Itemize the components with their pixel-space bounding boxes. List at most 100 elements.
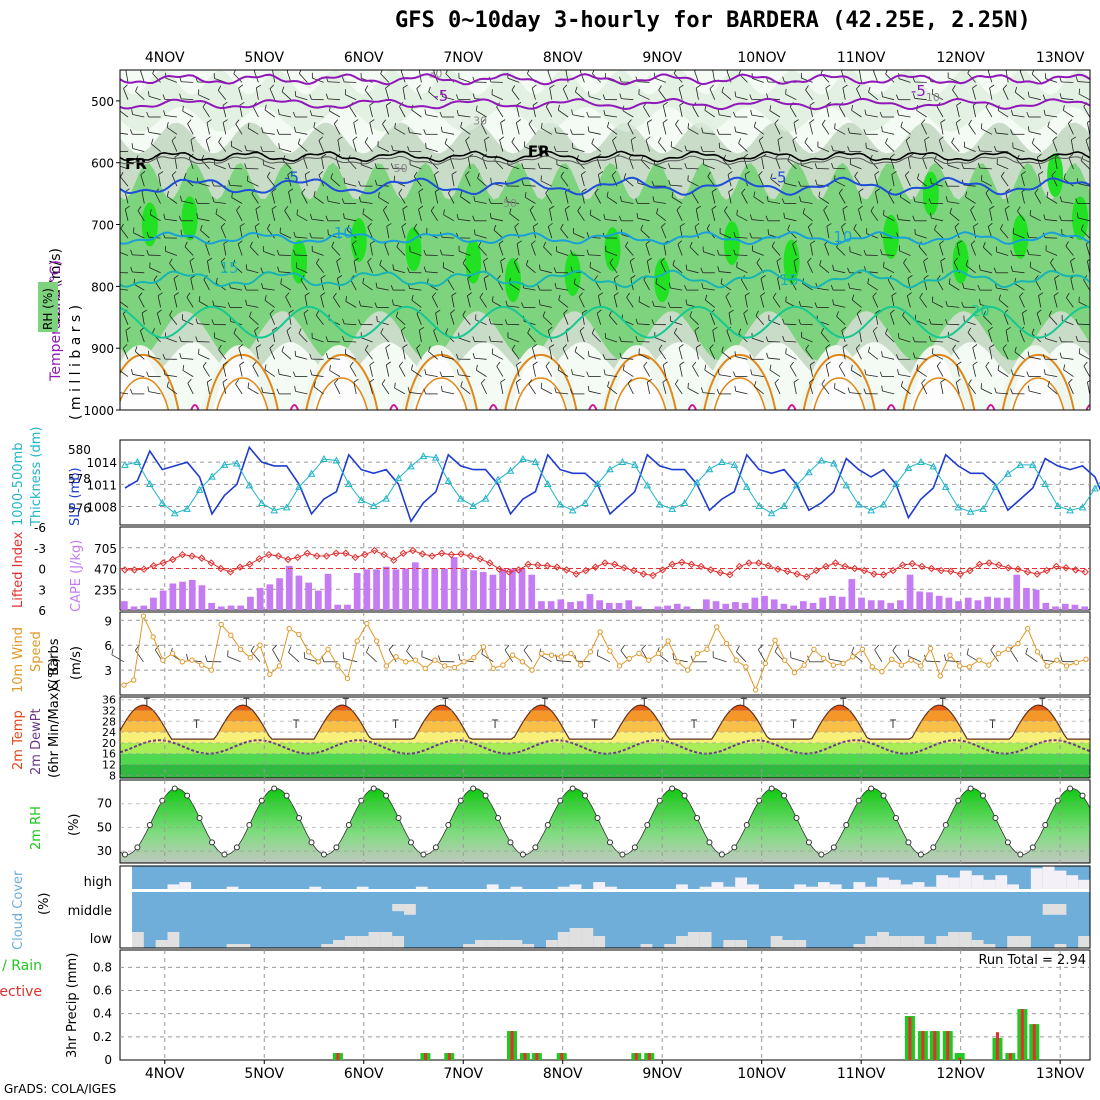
precip-conv-bar <box>523 1053 527 1060</box>
cloud-low-bar <box>687 932 700 948</box>
wind10-marker <box>490 665 496 672</box>
thickness-marker <box>357 496 366 504</box>
barb-staff <box>906 295 911 308</box>
barb-staff <box>411 299 422 308</box>
wind-barb <box>652 300 666 308</box>
wind-barb <box>325 215 340 222</box>
barb-flag <box>768 314 770 321</box>
barb-flag <box>1012 228 1014 234</box>
cloud-panel-frame <box>119 865 1091 949</box>
barb-flag <box>505 196 508 202</box>
dry-core <box>213 354 266 410</box>
wind-barb <box>331 241 341 256</box>
barb-staff <box>1087 260 1090 273</box>
barb-staff <box>936 279 944 291</box>
barb-staff <box>165 251 178 256</box>
wind-barb <box>574 86 585 101</box>
barb-flag <box>173 292 179 297</box>
wind-barb <box>1031 138 1042 152</box>
cloud-low-bar <box>912 936 925 948</box>
wind10-marker <box>578 662 584 668</box>
barb-staff <box>596 157 602 170</box>
barb-staff <box>458 114 471 118</box>
wind10-barb <box>272 644 280 662</box>
wind-barb <box>380 328 390 343</box>
barb-flag <box>342 336 345 342</box>
barb-flag <box>587 351 590 357</box>
wind10-barb <box>596 649 611 663</box>
wind-barb <box>238 84 244 100</box>
barb-flag <box>809 378 815 383</box>
barb-flag <box>589 209 592 216</box>
barb-flag <box>130 249 133 256</box>
barb-staff <box>578 296 585 308</box>
barb-staff <box>201 159 210 170</box>
barb-flag <box>744 171 750 175</box>
thickness-marker <box>767 509 776 517</box>
cape-bar <box>237 605 245 610</box>
wind-barb <box>1068 378 1074 395</box>
thickness-marker <box>954 503 963 511</box>
barb-flag <box>496 275 501 280</box>
wind-barb <box>381 379 390 395</box>
barb-flag <box>435 309 441 314</box>
wind-barb <box>573 227 585 239</box>
barb-staff <box>545 106 553 118</box>
barb-flag <box>187 378 192 384</box>
wind-barb <box>489 212 503 222</box>
barb-flag <box>635 318 639 324</box>
barb-flag <box>912 93 916 99</box>
barb-staff <box>834 180 846 187</box>
barb-flag <box>753 191 756 197</box>
wind-barb <box>507 332 520 343</box>
wind-barb <box>398 361 406 377</box>
barb-flag <box>684 145 687 151</box>
wind-barb <box>521 163 536 170</box>
barb-flag <box>462 258 467 264</box>
wind-barb <box>262 246 275 256</box>
barb-staff <box>246 150 259 152</box>
barb-flag <box>395 311 399 317</box>
rh2m-marker <box>209 839 216 846</box>
thickness-marker <box>320 455 328 463</box>
barb-flag <box>907 275 913 279</box>
barb-flag <box>695 84 701 89</box>
thickness-marker <box>543 479 552 487</box>
barb-flag <box>514 222 519 228</box>
wind-barb <box>321 153 327 169</box>
thickness-marker <box>369 501 378 509</box>
barb-flag <box>213 73 215 79</box>
barb-flag <box>641 644 646 651</box>
barb-flag <box>186 292 191 298</box>
barb-staff <box>396 246 406 256</box>
thickness-marker <box>133 457 142 465</box>
wind10-marker <box>879 669 885 675</box>
barb-flag <box>254 326 259 331</box>
barb-staff <box>255 347 259 360</box>
barb-staff <box>197 323 210 326</box>
barb-staff <box>753 126 764 135</box>
temp-contour-hot <box>787 404 797 410</box>
cape-bar <box>1042 602 1050 610</box>
wind10-marker <box>762 660 769 667</box>
barb-flag <box>896 354 899 360</box>
barb-flag <box>977 284 981 291</box>
barb-flag <box>473 195 476 202</box>
barb-staff <box>141 191 145 204</box>
barb-staff <box>1029 131 1041 135</box>
barb-staff <box>775 157 781 170</box>
barb-staff <box>235 383 243 395</box>
barb-flag <box>647 119 653 123</box>
barb-flag <box>378 191 380 198</box>
barb-flag <box>951 137 955 143</box>
barb-staff <box>970 244 976 256</box>
wind-barb <box>418 188 424 204</box>
wind-barb <box>753 121 764 135</box>
rh2m-marker <box>308 839 315 846</box>
wind-barb <box>369 101 375 118</box>
contour-label: 30 <box>428 67 442 80</box>
wind-barb <box>661 222 667 239</box>
barb-staff <box>249 246 259 256</box>
barb-flag <box>1010 266 1013 272</box>
lifted-marker <box>783 567 792 575</box>
